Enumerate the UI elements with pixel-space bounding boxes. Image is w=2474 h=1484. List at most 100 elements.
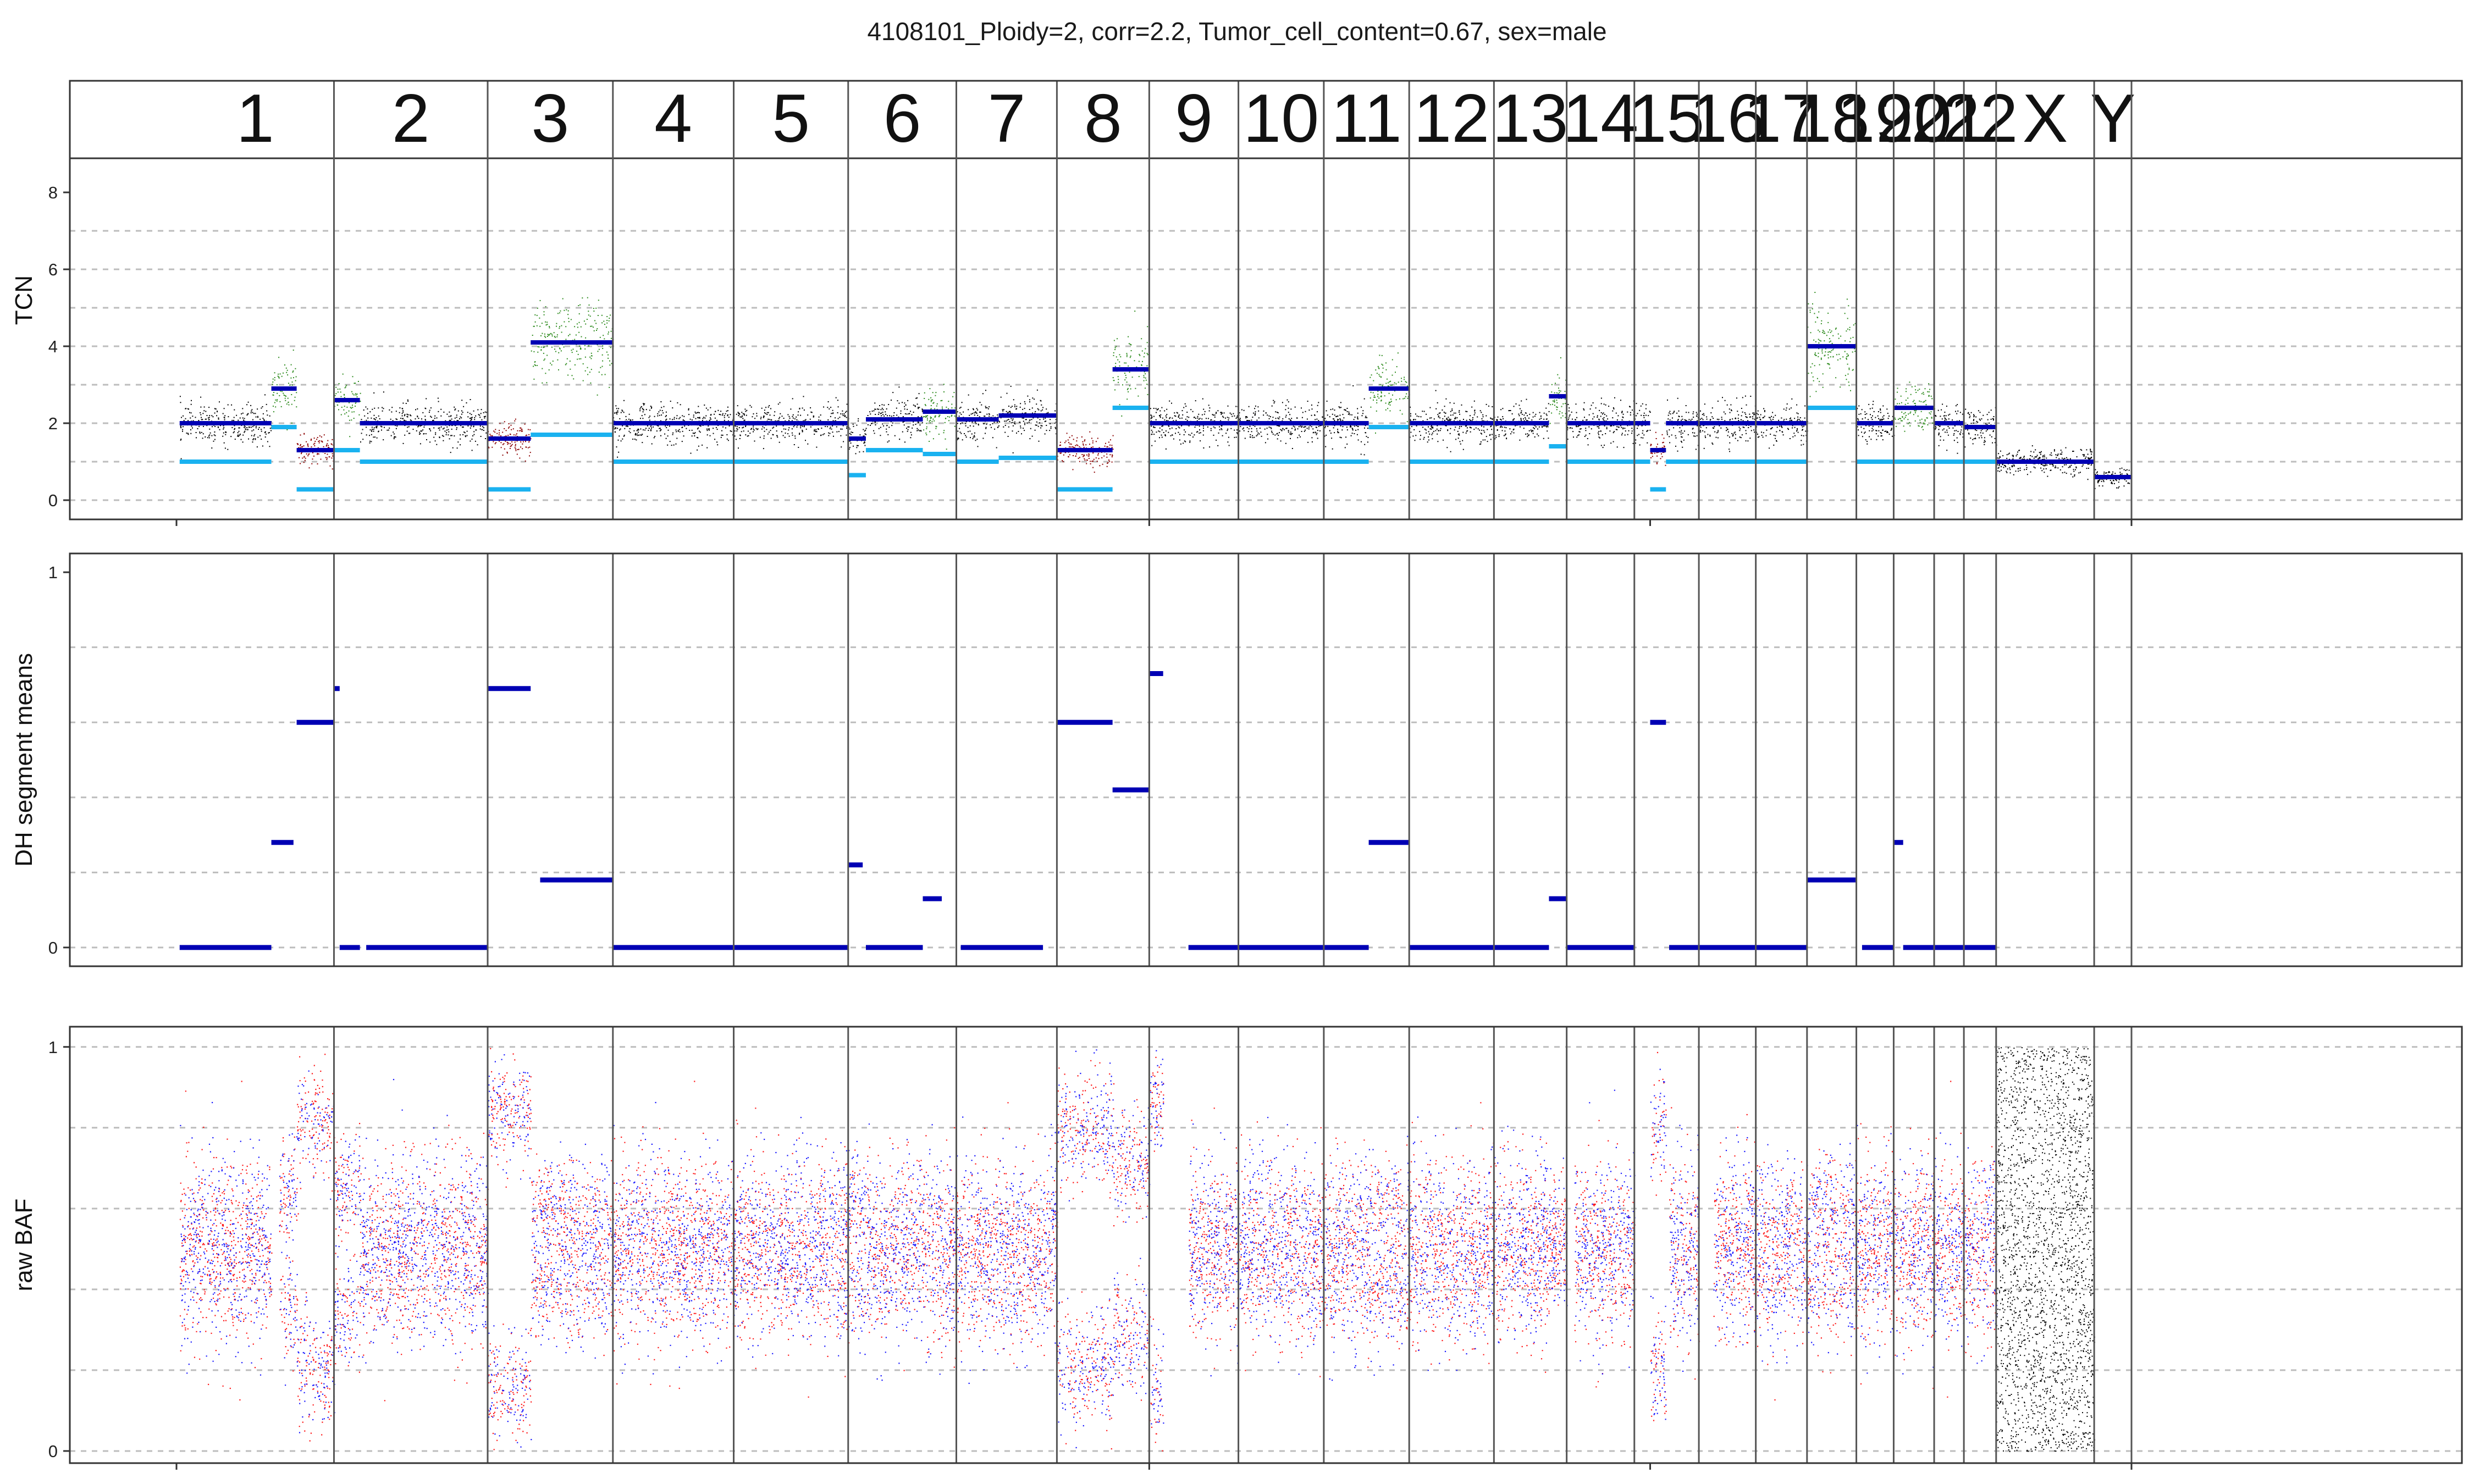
tcn-ytick-label: 2	[48, 414, 58, 433]
chromosome-label: 12	[1413, 81, 1489, 157]
baf-sex-chrom-points	[1996, 1047, 2095, 1452]
baf-point-cloud	[1409, 1116, 1550, 1371]
baf-point-cloud	[1189, 1108, 1325, 1377]
tcn-point-cloud	[923, 384, 957, 450]
chromosome-label: 13	[1493, 81, 1569, 157]
baf-point-cloud	[180, 1101, 272, 1376]
tcn-ytick-label: 6	[48, 260, 58, 279]
baf-point-cloud	[279, 1133, 298, 1386]
tcn-point-cloud	[1567, 397, 1636, 448]
baf-point-cloud	[733, 1117, 849, 1358]
baf-point-cloud	[296, 1070, 335, 1433]
baf-point-cloud	[531, 1153, 614, 1356]
chromosome-label: 4	[654, 81, 692, 157]
chromosome-label: 10	[1243, 81, 1319, 157]
baf-point-cloud	[867, 1123, 958, 1381]
baf-point-cloud	[612, 1101, 735, 1375]
chromosome-label: 15	[1628, 81, 1704, 157]
chromosome-label: 21	[1911, 81, 1987, 157]
tcn-point-cloud	[2094, 467, 2133, 489]
chromosome-label: Y	[2090, 81, 2136, 157]
raw-baf-panel: 0 1 raw BAF	[10, 1026, 2463, 1470]
tcn-point-cloud	[1494, 398, 1550, 441]
baf-point-cloud	[1368, 1144, 1411, 1349]
tcn-point-cloud	[998, 385, 1057, 453]
chromosome-label: 14	[1562, 81, 1638, 157]
baf-point-cloud	[1669, 1125, 1700, 1372]
chromosome-label: 6	[883, 81, 921, 157]
chart-title: 4108101_Ploidy=2, corr=2.2, Tumor_cell_c…	[867, 17, 1607, 46]
baf-point-cloud	[334, 1123, 361, 1373]
tcn-point-cloud	[1324, 385, 1369, 456]
tcn-point-cloud	[334, 373, 361, 438]
baf-point-cloud	[179, 1081, 273, 1401]
tcn-point-cloud	[1369, 352, 1410, 434]
baf-point-cloud	[1713, 1114, 1808, 1401]
baf-point-cloud	[866, 1127, 957, 1371]
baf-point-cloud	[1150, 1050, 1164, 1425]
chromosome-label: 1	[236, 81, 274, 157]
baf-point-cloud	[956, 1116, 1058, 1384]
tcn-point-cloud	[866, 386, 924, 452]
baf-point-cloud	[848, 1149, 867, 1344]
tcn-point-cloud	[488, 418, 532, 462]
chromosome-label: 22	[1942, 81, 2018, 157]
baf-point-cloud	[1856, 1125, 1997, 1375]
tcn-point-cloud	[1634, 403, 1651, 446]
baf-point-cloud	[488, 1054, 532, 1448]
chromosome-label: 19	[1837, 81, 1913, 157]
dh-segment-panel: 0 1 DH segment means	[10, 552, 2463, 967]
tcn-axis-title: TCN	[10, 275, 37, 325]
dh-frame	[69, 552, 2463, 967]
baf-points-red	[179, 1048, 1997, 1452]
tcn-point-cloud	[733, 396, 849, 450]
chromosome-label: 5	[772, 81, 810, 157]
baf-point-cloud	[360, 1079, 489, 1364]
chromosome-label: 20	[1876, 81, 1952, 157]
dh-ytick-label: 0	[48, 938, 58, 957]
tcn-point-cloud	[1934, 403, 1964, 454]
tcn-point-cloud	[1755, 398, 1808, 449]
baf-point-cloud	[1574, 1120, 1636, 1388]
baf-point-cloud	[279, 1136, 298, 1372]
tcn-point-cloud	[1894, 381, 1935, 432]
tcn-point-cloud	[848, 418, 867, 455]
tcn-ytick-label: 8	[48, 183, 58, 202]
chromosome-label: 8	[1084, 81, 1122, 157]
tcn-point-cloud	[1549, 357, 1568, 428]
tcn-frame	[69, 80, 2463, 520]
chromosome-label: X	[2023, 81, 2068, 157]
dh-axis-title: DH segment means	[10, 653, 37, 867]
baf-point-cloud	[1112, 1100, 1151, 1394]
chromosome-label: 9	[1175, 81, 1213, 157]
tcn-ytick-label: 4	[48, 337, 58, 356]
baf-point-cloud	[1324, 1148, 1369, 1381]
baf-point-cloud	[1713, 1134, 1808, 1364]
baf-point-cloud	[1149, 1056, 1164, 1452]
chromosome-label: 7	[987, 81, 1025, 157]
tcn-point-cloud	[613, 400, 735, 458]
dh-ytick-label: 1	[48, 563, 58, 582]
chromosome-label: 11	[1331, 81, 1402, 157]
baf-axis-title: raw BAF	[10, 1199, 37, 1292]
baf-point-cloud	[1574, 1089, 1636, 1375]
chromosome-label: 3	[531, 81, 569, 157]
baf-point-cloud	[1807, 1149, 1858, 1374]
baf-frame	[69, 1026, 2463, 1464]
chromosome-label: 16	[1689, 81, 1765, 157]
baf-ytick-label: 0	[48, 1442, 58, 1461]
baf-point-cloud	[1324, 1137, 1370, 1368]
baf-point-cloud	[1807, 1143, 1857, 1355]
baf-point-cloud	[733, 1108, 849, 1398]
baf-point-cloud	[297, 1054, 335, 1442]
baf-point-cloud	[1368, 1136, 1410, 1376]
tcn-point-cloud	[1112, 311, 1150, 417]
baf-point-cloud	[334, 1136, 361, 1363]
chromosome-label: 2	[392, 81, 430, 157]
tcn-point-cloud	[179, 394, 273, 459]
baf-point-cloud	[1057, 1049, 1114, 1448]
baf-points-blue	[180, 1049, 1997, 1448]
baf-point-cloud	[1650, 1051, 1667, 1421]
